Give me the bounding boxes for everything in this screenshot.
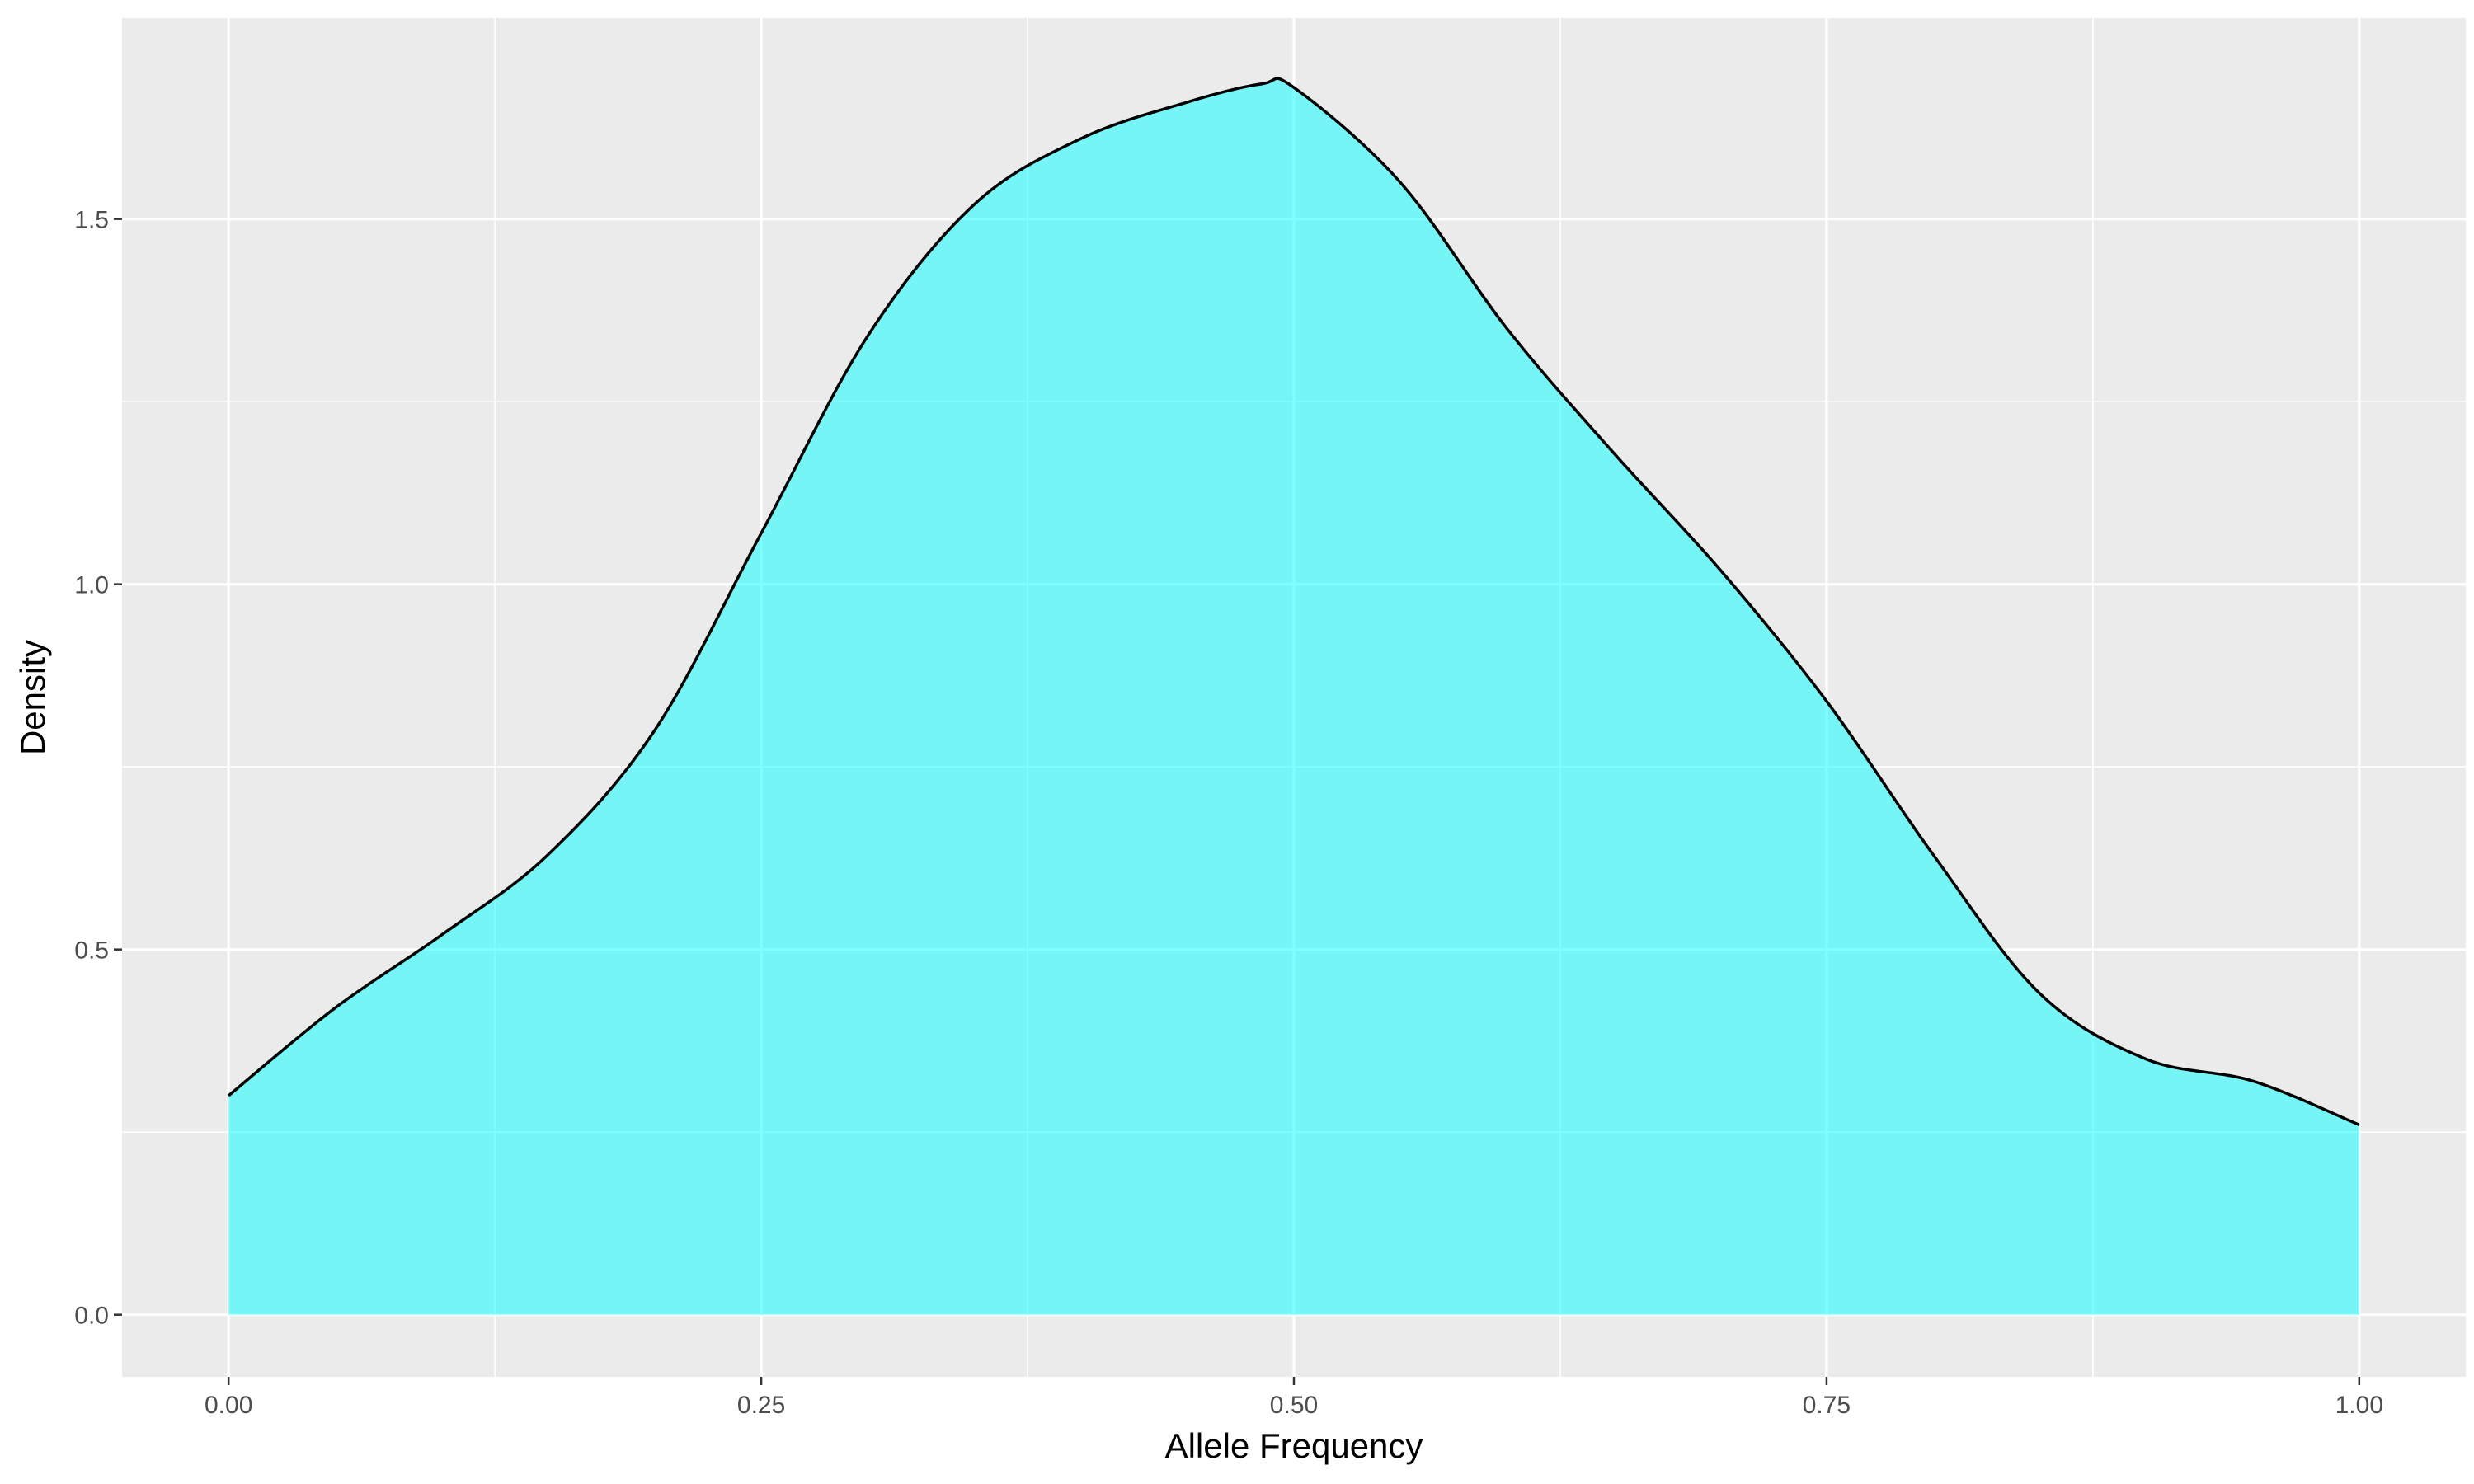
x-tick-label: 1.00 bbox=[2335, 1392, 2383, 1419]
density-area bbox=[228, 78, 2359, 1315]
y-tick-label: 0.0 bbox=[74, 1303, 109, 1330]
y-tick-label: 1.0 bbox=[74, 572, 109, 599]
density-line bbox=[228, 77, 2360, 1126]
x-tick-label: 0.25 bbox=[737, 1392, 785, 1419]
x-axis-title: Allele Frequency bbox=[1165, 1426, 1423, 1465]
y-tick-label: 1.5 bbox=[74, 207, 109, 234]
x-axis: 0.00 0.25 0.50 0.75 1.00 bbox=[205, 1377, 2383, 1419]
x-tick-label: 0.75 bbox=[1803, 1392, 1851, 1419]
x-tick-label: 0.00 bbox=[205, 1392, 252, 1419]
x-tick-label: 0.50 bbox=[1270, 1392, 1318, 1419]
y-axis: 0.0 0.5 1.0 1.5 bbox=[74, 207, 122, 1330]
y-axis-title: Density bbox=[13, 640, 52, 755]
y-tick-label: 0.5 bbox=[74, 937, 109, 965]
